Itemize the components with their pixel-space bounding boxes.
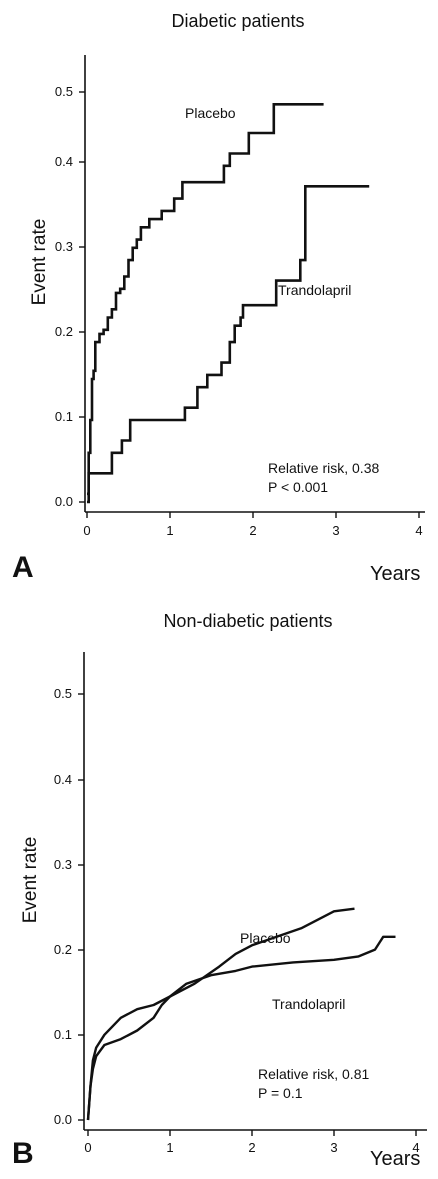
panel-b-trandolapril-label: Trandolapril <box>272 996 345 1012</box>
panel-b-y-tick-label-5: 0.5 <box>54 686 72 701</box>
panel-b-y-tick-label-1: 0.1 <box>54 1027 72 1042</box>
panel-b-x-tick-label-2: 2 <box>248 1140 255 1155</box>
panel-a-y-tick-label-1: 0.1 <box>55 409 73 424</box>
panel-a-y-tick-label-2: 0.2 <box>55 324 73 339</box>
panel-b-y-tick-label-0: 0.0 <box>54 1112 72 1127</box>
panel-b-letter: B <box>12 1137 34 1170</box>
panel-b-y-axis-label: Event rate <box>20 837 41 924</box>
panel-b-x-tick-label-3: 3 <box>330 1140 337 1155</box>
panel-b-x-axis-label: Years <box>370 1148 420 1170</box>
panel-b: Non-diabetic patients Event rate Years B… <box>12 611 427 1170</box>
panel-b-y-tick-label-3: 0.3 <box>54 857 72 872</box>
panel-b-y-tick-label-2: 0.2 <box>54 942 72 957</box>
panel-b-p-value: P = 0.1 <box>258 1085 303 1101</box>
panel-a-x-tick-label-1: 1 <box>166 523 173 538</box>
panel-b-x-tick-label-1: 1 <box>166 1140 173 1155</box>
panel-a-placebo-line <box>87 103 324 496</box>
panel-a-x-tick-label-2: 2 <box>249 523 256 538</box>
panel-a: Diabetic patients Event rate Years A 0.0… <box>12 11 425 585</box>
panel-b-trandolapril-line <box>86 935 396 1121</box>
panel-a-y-axis-label: Event rate <box>29 219 50 306</box>
panel-a-y-tick-label-0: 0.0 <box>55 494 73 509</box>
panel-a-title: Diabetic patients <box>171 11 304 31</box>
panel-a-trandolapril-label: Trandolapril <box>278 282 351 298</box>
panel-b-placebo-label: Placebo <box>240 930 291 946</box>
panel-a-p-value: P < 0.001 <box>268 479 328 495</box>
panel-a-y-tick-label-3: 0.3 <box>55 239 73 254</box>
panel-a-placebo-label: Placebo <box>185 105 236 121</box>
panel-a-letter: A <box>12 551 34 584</box>
panel-a-x-axis-label: Years <box>370 563 420 585</box>
panel-b-y-tick-label-4: 0.4 <box>54 772 72 787</box>
panel-a-x-tick-label-3: 3 <box>332 523 339 538</box>
panel-a-y-tick-label-4: 0.4 <box>55 154 73 169</box>
panel-a-y-tick-label-5: 0.5 <box>55 84 73 99</box>
panel-a-trandolapril-line <box>87 185 370 504</box>
panel-a-x-tick-label-0: 0 <box>83 523 90 538</box>
panel-b-x-tick-label-0: 0 <box>84 1140 91 1155</box>
panel-a-x-tick-label-4: 4 <box>415 523 422 538</box>
panel-b-title: Non-diabetic patients <box>163 611 332 631</box>
panel-a-relative-risk: Relative risk, 0.38 <box>268 460 379 476</box>
panel-b-x-tick-label-4: 4 <box>412 1140 419 1155</box>
panel-b-relative-risk: Relative risk, 0.81 <box>258 1066 369 1082</box>
